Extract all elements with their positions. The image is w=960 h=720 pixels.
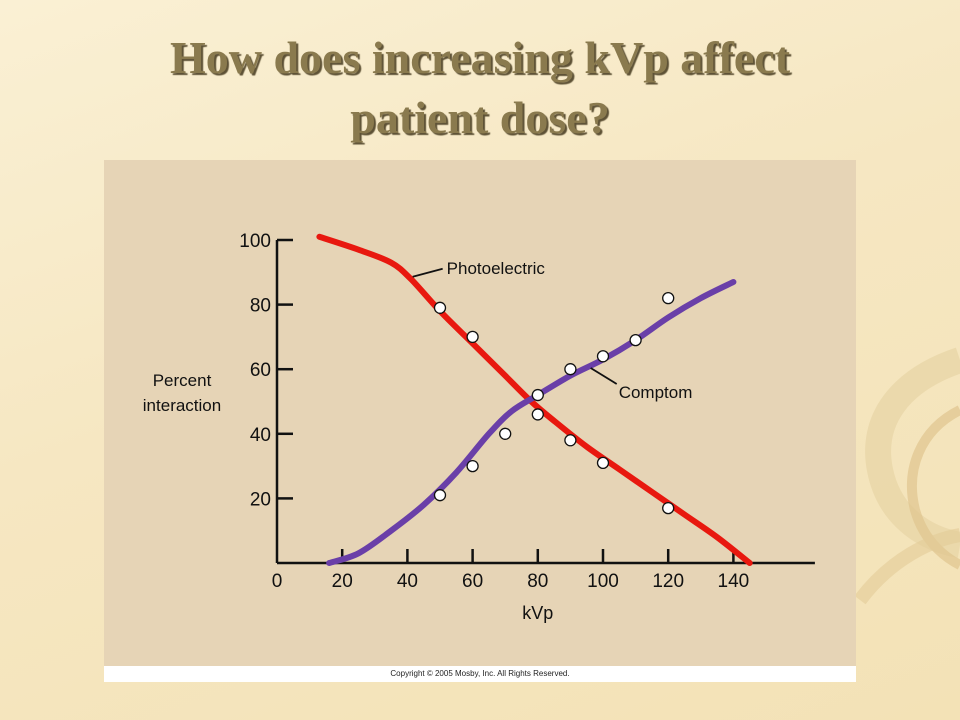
data-point-comptom (433, 489, 447, 502)
y-tick-label: 100 (239, 231, 271, 252)
y-tick-label: 80 (250, 296, 271, 317)
y-axis-label: Percent (153, 371, 212, 390)
axes: 20 40 60 80 100 0 20 40 60 80 100 120 140 kVp Percent i… (143, 231, 815, 623)
series-layer (316, 233, 753, 566)
data-point-photoelectric (564, 434, 577, 447)
slide-title: How does increasing kVp affect patient d… (0, 28, 960, 148)
slide-title-line-1: How does increasing kVp affect (169, 32, 791, 83)
x-tick-label: 40 (397, 571, 418, 592)
data-point-comptom (596, 350, 610, 363)
photoelectric-label: Photoelectric (447, 259, 546, 278)
data-point-photoelectric (662, 501, 675, 515)
x-tick-label: 60 (462, 571, 483, 592)
data-point-photoelectric (466, 330, 479, 344)
y-tick-label: 20 (250, 489, 271, 510)
data-point-photoelectric (433, 301, 447, 314)
y-tick-label: 40 (250, 425, 271, 446)
annotations: Photoelectric Comptom (412, 259, 693, 402)
comptom-label: Comptom (619, 383, 693, 402)
slide-title-line-2: patient dose? (350, 92, 610, 143)
x-tick-label: 100 (587, 571, 619, 592)
data-point-comptom (531, 388, 544, 402)
x-tick-label: 0 (272, 571, 283, 592)
data-point-photoelectric (531, 408, 544, 421)
data-point-comptom (499, 427, 512, 440)
data-point-comptom (629, 333, 642, 347)
x-tick-label: 80 (527, 571, 548, 592)
series-line-comptom (326, 278, 737, 566)
data-point-photoelectric (596, 456, 610, 470)
y-tick-label: 60 (250, 360, 271, 381)
x-tick-label: 140 (718, 571, 750, 592)
chart-figure-panel (104, 160, 856, 666)
x-tick-label: 20 (332, 571, 353, 592)
data-point-comptom (564, 363, 577, 376)
data-point-comptom (466, 459, 479, 473)
photoelectric-leader-line (412, 267, 443, 278)
data-point-comptom (662, 291, 675, 305)
copyright-notice: Copyright © 2005 Mosby, Inc. All Rights … (104, 666, 856, 682)
y-axis-label: interaction (143, 396, 221, 415)
comptom-leader-line (590, 367, 618, 385)
x-tick-label: 120 (652, 571, 684, 592)
x-axis-label: kVp (522, 603, 553, 623)
